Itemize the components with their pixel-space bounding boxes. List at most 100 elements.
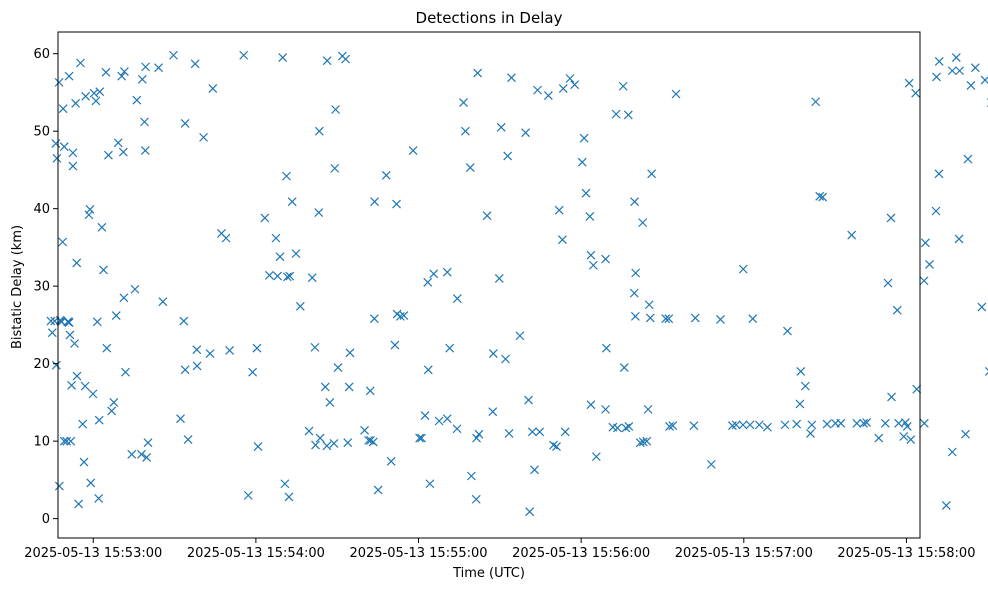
data-point [343,438,353,448]
x-tick-label: 2025-05-13 15:58:00 [837,546,975,561]
data-point [800,381,810,391]
data-point [977,302,987,312]
data-point [745,420,755,430]
data-point [716,315,725,324]
data-point [731,420,741,430]
data-point [113,138,123,148]
data-point [874,433,884,443]
data-point [955,66,965,76]
data-point [239,50,249,60]
data-point [638,218,648,228]
data-point [931,206,941,216]
data-point [190,59,200,69]
data-point [919,418,929,428]
data-point [941,501,951,510]
data-point [560,427,570,437]
data-point [466,471,476,481]
data-point [664,314,674,324]
data-point [925,260,934,269]
data-point [900,418,910,427]
data-point [243,490,253,500]
data-point [706,459,716,469]
data-point [970,63,980,73]
data-point [81,91,91,101]
data-point [179,316,189,326]
data-point [314,126,324,136]
data-point [64,318,74,328]
data-point [565,74,575,83]
data-point [621,423,631,433]
data-point [642,436,652,446]
x-tick-label: 2025-05-13 15:54:00 [187,546,325,561]
data-point [72,371,82,381]
data-point [119,293,129,303]
data-point [482,211,492,221]
y-tick-label: 20 [33,357,50,372]
data-point [822,419,832,429]
plot-area [47,50,988,517]
data-point [399,311,409,321]
data-point [265,270,274,280]
data-point [423,277,433,287]
data-point [643,404,653,414]
data-point [68,161,78,171]
data-point [581,188,591,198]
data-point [370,197,380,207]
data-point [980,75,988,85]
data-point [94,415,104,425]
data-point [524,395,534,405]
data-point [966,81,976,90]
data-point [74,499,84,509]
data-point [934,169,944,179]
data-point [815,191,825,201]
data-point [365,386,375,396]
data-point [947,447,957,457]
data-point [690,313,700,323]
data-point [619,363,629,372]
data-point [880,418,890,428]
data-point [638,437,648,447]
data-point [415,433,425,443]
data-point [906,435,916,445]
data-point [558,235,567,245]
data-point [80,381,90,391]
data-point [862,418,872,427]
data-point [429,269,439,279]
data-point [783,326,792,336]
data-point [586,400,596,410]
data-point [417,433,426,443]
data-point [780,420,790,430]
data-point [577,157,587,167]
data-point [570,80,580,90]
data-point [99,265,108,275]
data-point [311,440,320,450]
y-tick-label: 0 [42,512,50,527]
y-axis: 0 10 20 30 40 50 60 [33,47,58,527]
data-point [76,58,85,68]
data-point [381,170,391,180]
data-point [271,233,281,243]
data-point [904,78,914,88]
data-point [644,300,654,310]
data-point [322,441,332,451]
data-point [488,349,498,359]
data-point [386,456,396,466]
data-point [47,328,57,338]
data-point [847,230,857,240]
data-point [85,205,95,214]
data-point [951,53,961,62]
data-point [344,382,354,392]
data-point [57,317,66,327]
data-point [284,492,294,502]
data-point [934,57,944,66]
data-point [62,436,72,446]
data-point [92,317,102,327]
data-point [102,343,112,353]
x-axis-label: Time (UTC) [452,566,525,581]
data-point [554,205,564,215]
data-point [887,392,896,402]
data-point [307,273,317,283]
data-point [961,429,970,439]
data-point [86,478,96,488]
